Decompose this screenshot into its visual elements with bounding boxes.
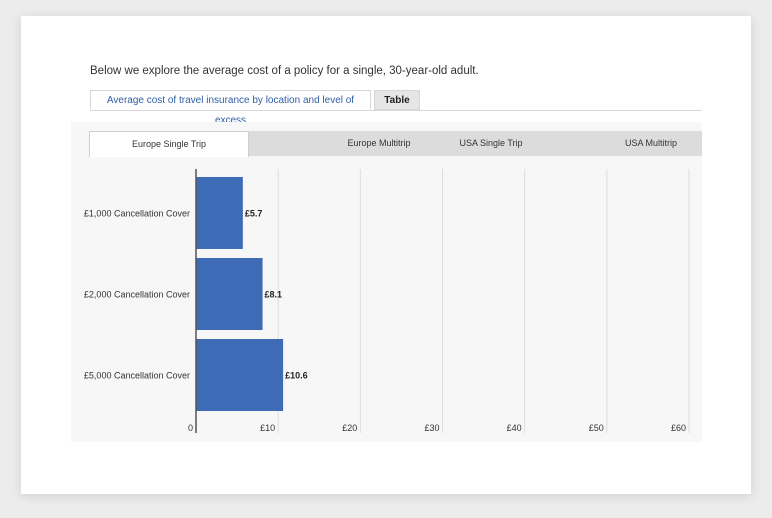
x-tick-label: 0 [188,423,193,433]
category-label: £5,000 Cancellation Cover [84,371,190,381]
data-label: £8.1 [265,290,283,300]
bar [196,339,284,411]
x-tick-label: £20 [342,423,357,433]
data-label: £10.6 [285,371,308,381]
category-label: £1,000 Cancellation Cover [84,209,190,219]
x-tick-label: £30 [424,423,439,433]
tab-usa-multitrip[interactable]: USA Multitrip [624,138,677,148]
x-tick-label: £10 [260,423,275,433]
view-tabs: Average cost of travel insurance by loca… [90,90,702,126]
tab-usa-single-trip[interactable]: USA Single Trip [459,138,523,148]
chart-panel [71,122,702,442]
tab-chart-view[interactable]: Average cost of travel insurance by loca… [90,90,371,126]
tab-europe-single-trip[interactable]: Europe Single Trip [89,131,249,157]
category-label: £2,000 Cancellation Cover [84,290,190,300]
data-label: £5.7 [245,209,263,219]
x-tick-label: £50 [589,423,604,433]
tab-europe-multitrip[interactable]: Europe Multitrip [347,138,411,148]
bar [196,177,243,249]
tab-table-view[interactable]: Table [374,90,420,110]
x-tick-label: £40 [507,423,522,433]
intro-text: Below we explore the average cost of a p… [90,65,479,77]
bar [196,258,263,330]
trip-type-tabs: Europe Single Trip Europe Multitrip USA … [89,131,702,157]
x-tick-label: £60 [671,423,686,433]
